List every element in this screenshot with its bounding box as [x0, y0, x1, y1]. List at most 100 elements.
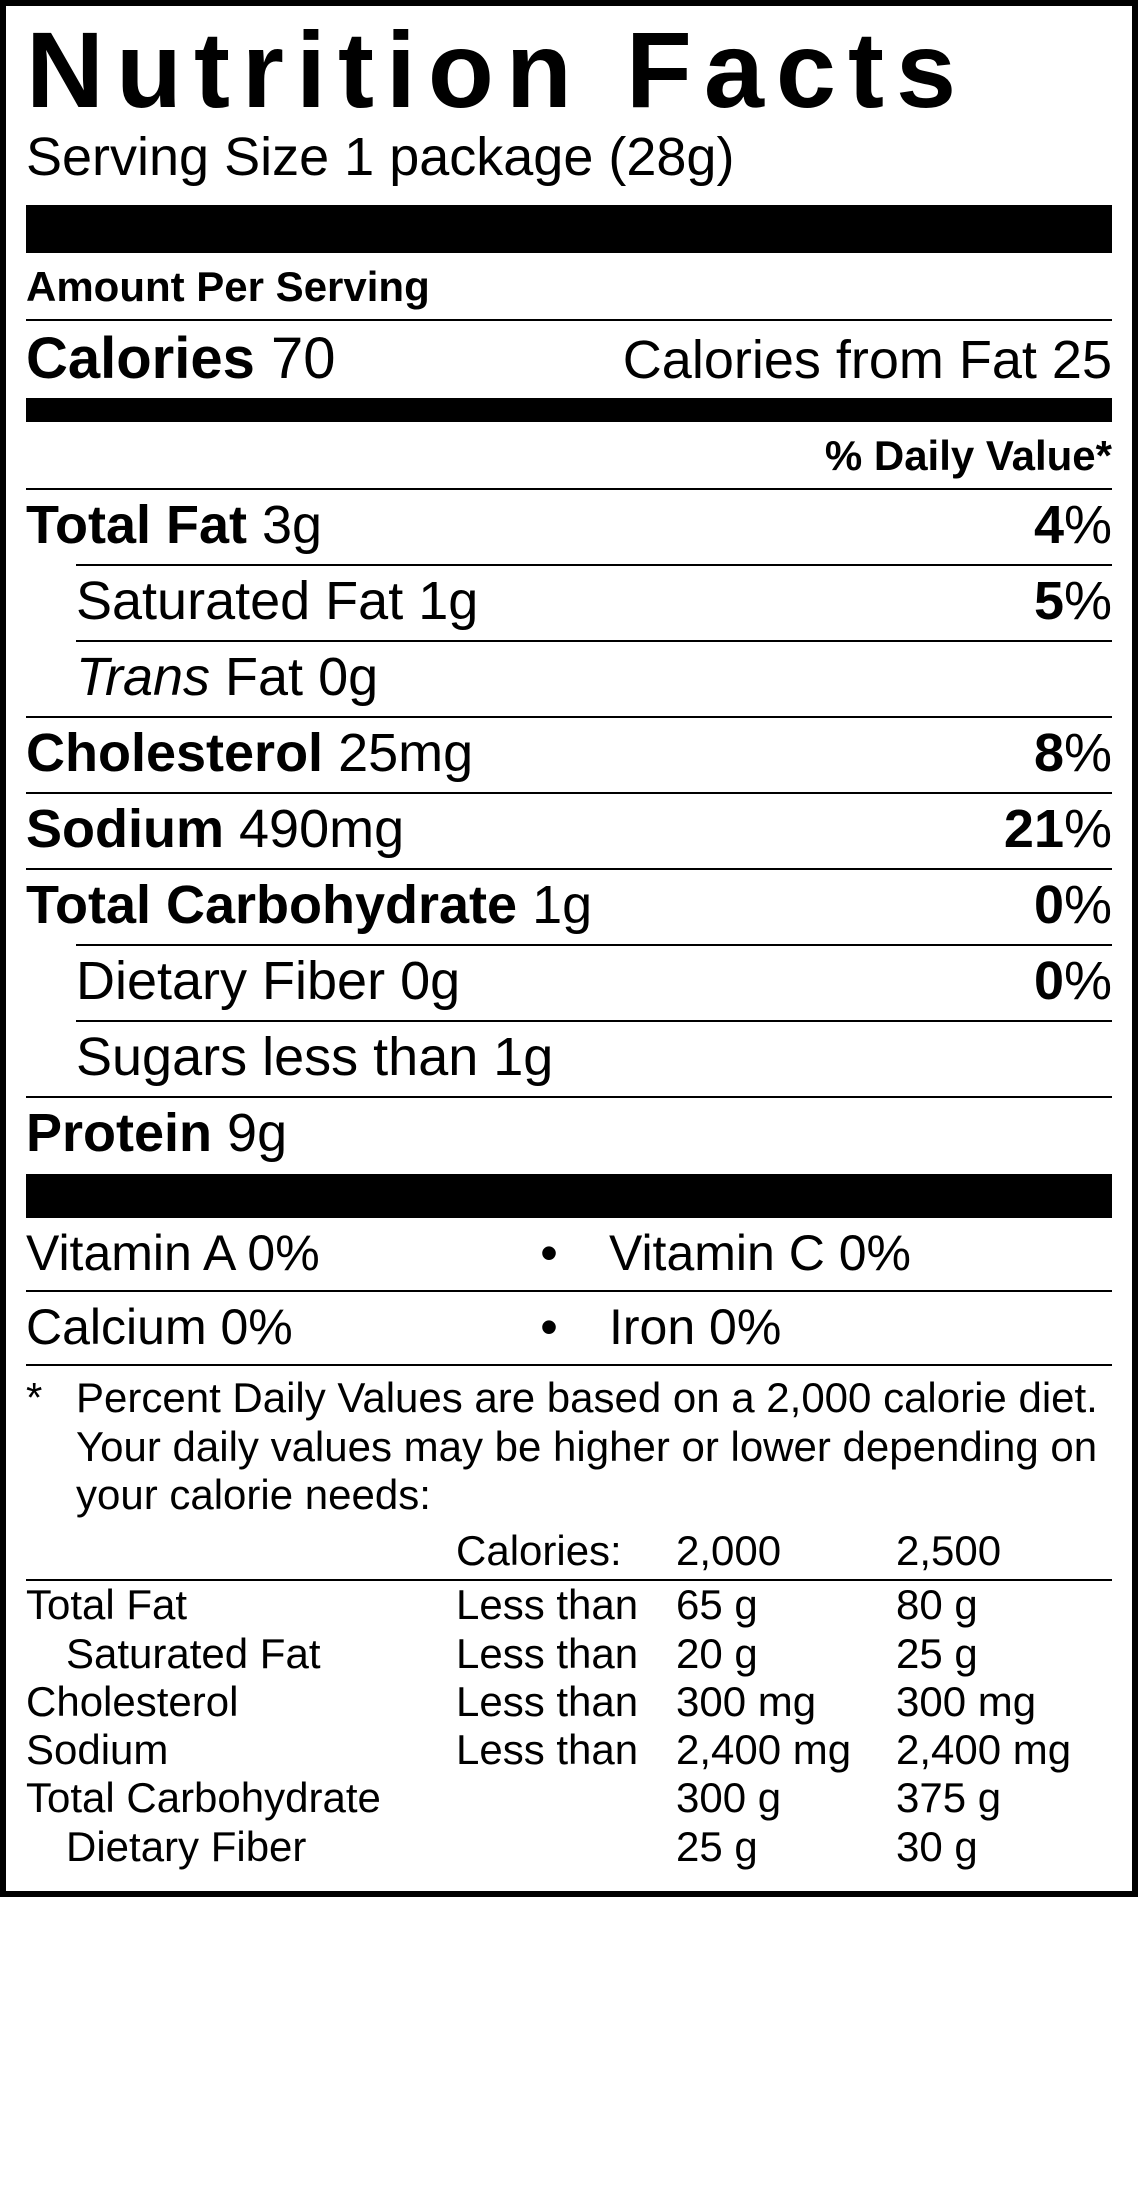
fiber-dv: 0	[1034, 951, 1064, 1011]
vitamin-c: Vitamin C 0%	[569, 1224, 1112, 1282]
rule	[26, 1096, 1112, 1098]
serving-size: Serving Size 1 package (28g)	[26, 128, 1112, 187]
calories-row: Calories 70 Calories from Fat 25	[26, 325, 1112, 392]
sugars-row: Sugars less than 1g	[26, 1026, 1112, 1088]
rule	[76, 944, 1112, 946]
amount-per-serving-label: Amount Per Serving	[26, 263, 1112, 311]
rdi-qualifier: Less than	[456, 1630, 676, 1678]
trans-fat-amount: 0g	[318, 647, 378, 707]
vitamin-a: Vitamin A 0%	[26, 1224, 529, 1282]
sat-fat-row: Saturated Fat 1g 5%	[26, 570, 1112, 632]
rdi-value-2500: 80 g	[896, 1581, 1112, 1629]
calcium: Calcium 0%	[26, 1298, 529, 1356]
divider-bar	[26, 1174, 1112, 1218]
bullet-icon: •	[529, 1224, 569, 1282]
protein-row: Protein 9g	[26, 1102, 1112, 1164]
rdi-table: Total FatLess than65 g80 gSaturated FatL…	[26, 1581, 1112, 1871]
footnote: * Percent Daily Values are based on a 2,…	[26, 1374, 1112, 1519]
cholesterol-dv: 8	[1034, 723, 1064, 783]
rdi-qualifier	[456, 1823, 676, 1871]
calories-from-fat: Calories from Fat 25	[623, 329, 1112, 391]
iron: Iron 0%	[569, 1298, 1112, 1356]
title: Nutrition Facts	[26, 16, 1112, 124]
rule	[26, 868, 1112, 870]
rdi-qualifier: Less than	[456, 1581, 676, 1629]
rdi-label: Cholesterol	[26, 1678, 456, 1726]
trans-fat-italic: Trans	[76, 647, 210, 707]
rule	[26, 792, 1112, 794]
rdi-value-2000: 300 g	[676, 1774, 896, 1822]
rdi-value-2500: 375 g	[896, 1774, 1112, 1822]
footnote-text: Percent Daily Values are based on a 2,00…	[76, 1374, 1112, 1519]
calories-label: Calories	[26, 326, 255, 391]
rdi-value-2500: 300 mg	[896, 1678, 1112, 1726]
sat-fat-label: Saturated Fat	[76, 571, 403, 631]
vitamin-row-2: Calcium 0% • Iron 0%	[26, 1298, 1112, 1356]
rule	[76, 1020, 1112, 1022]
rdi-value-2500: 30 g	[896, 1823, 1112, 1871]
cholesterol-row: Cholesterol 25mg 8%	[26, 722, 1112, 784]
rdi-row: Dietary Fiber25 g30 g	[26, 1823, 1112, 1871]
rdi-header-calories: Calories:	[456, 1527, 676, 1575]
rdi-header-2000: 2,000	[676, 1527, 896, 1575]
rdi-qualifier: Less than	[456, 1678, 676, 1726]
rule	[26, 716, 1112, 718]
rdi-header-row: Calories: 2,000 2,500	[26, 1527, 1112, 1575]
rdi-row: CholesterolLess than300 mg300 mg	[26, 1678, 1112, 1726]
sugars-label: Sugars	[76, 1027, 247, 1087]
rule	[26, 1364, 1112, 1366]
fiber-label: Dietary Fiber	[76, 951, 385, 1011]
vitamin-row-1: Vitamin A 0% • Vitamin C 0%	[26, 1224, 1112, 1282]
total-carb-dv: 0	[1034, 875, 1064, 935]
divider-bar	[26, 398, 1112, 422]
rdi-value-2500: 2,400 mg	[896, 1726, 1112, 1774]
rule	[26, 319, 1112, 321]
rdi-value-2500: 25 g	[896, 1630, 1112, 1678]
rdi-header-2500: 2,500	[896, 1527, 1112, 1575]
rdi-row: Total FatLess than65 g80 g	[26, 1581, 1112, 1629]
rdi-label: Saturated Fat	[26, 1630, 456, 1678]
cholesterol-amount: 25mg	[338, 723, 473, 783]
total-fat-amount: 3g	[262, 495, 322, 555]
total-fat-label: Total Fat	[26, 495, 247, 555]
rdi-value-2000: 65 g	[676, 1581, 896, 1629]
sodium-label: Sodium	[26, 799, 224, 859]
cholesterol-label: Cholesterol	[26, 723, 323, 783]
rdi-row: Saturated FatLess than20 g25 g	[26, 1630, 1112, 1678]
sat-fat-amount: 1g	[418, 571, 478, 631]
sodium-amount: 490mg	[239, 799, 404, 859]
calories-from-fat-value: 25	[1052, 330, 1112, 390]
trans-fat-label: Fat	[210, 647, 303, 707]
total-carb-amount: 1g	[532, 875, 592, 935]
rdi-value-2000: 25 g	[676, 1823, 896, 1871]
rdi-label: Sodium	[26, 1726, 456, 1774]
protein-label: Protein	[26, 1103, 212, 1163]
sodium-dv: 21	[1004, 799, 1064, 859]
trans-fat-row: Trans Fat 0g	[26, 646, 1112, 708]
footnote-marker: *	[26, 1374, 76, 1519]
rdi-row: Total Carbohydrate 300 g375 g	[26, 1774, 1112, 1822]
rule	[76, 640, 1112, 642]
daily-value-header: % Daily Value*	[26, 432, 1112, 480]
calories-from-fat-label: Calories from Fat	[623, 330, 1037, 390]
calories-value: 70	[271, 326, 336, 391]
rdi-qualifier: Less than	[456, 1726, 676, 1774]
serving-value: 1 package (28g)	[344, 127, 734, 187]
nutrition-facts-label: Nutrition Facts Serving Size 1 package (…	[0, 0, 1138, 1897]
rdi-value-2000: 300 mg	[676, 1678, 896, 1726]
total-carb-row: Total Carbohydrate 1g 0%	[26, 874, 1112, 936]
sugars-amount: less than 1g	[262, 1027, 553, 1087]
rdi-row: SodiumLess than2,400 mg2,400 mg	[26, 1726, 1112, 1774]
rule	[76, 564, 1112, 566]
rdi-value-2000: 20 g	[676, 1630, 896, 1678]
fiber-amount: 0g	[400, 951, 460, 1011]
protein-amount: 9g	[227, 1103, 287, 1163]
serving-prefix: Serving Size	[26, 127, 329, 187]
total-carb-label: Total Carbohydrate	[26, 875, 517, 935]
rdi-label: Total Carbohydrate	[26, 1774, 456, 1822]
rule	[26, 488, 1112, 490]
rdi-label: Total Fat	[26, 1581, 456, 1629]
bullet-icon: •	[529, 1298, 569, 1356]
divider-bar	[26, 205, 1112, 253]
rdi-value-2000: 2,400 mg	[676, 1726, 896, 1774]
